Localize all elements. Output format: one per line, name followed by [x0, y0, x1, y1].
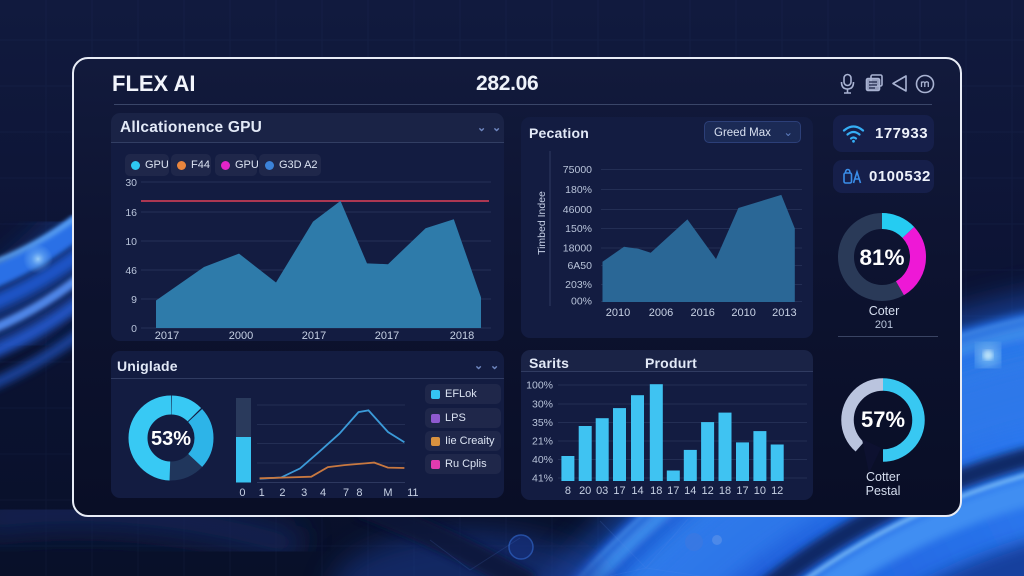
svg-text:150%: 150%	[565, 223, 592, 235]
svg-text:3: 3	[301, 487, 307, 499]
svg-text:2017: 2017	[302, 330, 326, 341]
svg-text:2013: 2013	[772, 307, 796, 319]
svg-text:30%: 30%	[532, 399, 553, 411]
svg-text:21%: 21%	[532, 436, 553, 448]
svg-text:30: 30	[125, 177, 137, 189]
svg-text:20: 20	[579, 485, 591, 497]
svg-text:14: 14	[684, 485, 696, 497]
svg-text:2000: 2000	[229, 330, 253, 341]
svg-text:35%: 35%	[532, 417, 553, 429]
svg-text:7: 7	[343, 487, 349, 499]
svg-text:2006: 2006	[649, 307, 673, 319]
svg-text:40%: 40%	[532, 454, 553, 466]
svg-text:53%: 53%	[151, 428, 191, 450]
svg-text:14: 14	[631, 485, 643, 497]
svg-text:03: 03	[596, 485, 608, 497]
svg-text:18: 18	[650, 485, 662, 497]
svg-text:12: 12	[771, 485, 783, 497]
svg-text:75000: 75000	[563, 164, 592, 176]
svg-text:2010: 2010	[731, 307, 755, 319]
svg-text:81%: 81%	[859, 245, 904, 270]
svg-text:2: 2	[279, 487, 285, 499]
svg-text:11: 11	[407, 487, 418, 499]
svg-text:57%: 57%	[861, 407, 905, 432]
svg-text:8: 8	[565, 485, 571, 497]
svg-text:18: 18	[719, 485, 731, 497]
svg-text:46: 46	[125, 265, 137, 277]
svg-text:6A50: 6A50	[567, 260, 592, 272]
svg-text:2018: 2018	[450, 330, 474, 341]
svg-text:M: M	[383, 487, 392, 499]
svg-text:1: 1	[259, 487, 265, 499]
svg-text:9: 9	[131, 294, 137, 306]
svg-text:17: 17	[613, 485, 625, 497]
svg-text:0: 0	[131, 323, 137, 335]
svg-text:2017: 2017	[155, 330, 179, 341]
svg-text:180%: 180%	[565, 184, 592, 196]
svg-text:0: 0	[239, 487, 245, 499]
svg-text:10: 10	[125, 236, 137, 248]
svg-text:17: 17	[667, 485, 679, 497]
svg-text:8: 8	[356, 487, 362, 499]
svg-text:00%: 00%	[571, 296, 592, 308]
svg-text:4: 4	[320, 487, 326, 499]
svg-text:41%: 41%	[532, 473, 553, 485]
svg-text:100%: 100%	[526, 380, 553, 392]
svg-text:18000: 18000	[563, 243, 592, 255]
svg-text:2016: 2016	[690, 307, 714, 319]
svg-text:203%: 203%	[565, 279, 592, 291]
svg-text:12: 12	[701, 485, 713, 497]
svg-text:2010: 2010	[606, 307, 630, 319]
svg-text:17: 17	[736, 485, 748, 497]
svg-text:10: 10	[754, 485, 766, 497]
svg-text:46000: 46000	[563, 204, 592, 216]
svg-text:16: 16	[125, 207, 137, 219]
svg-text:2017: 2017	[375, 330, 399, 341]
